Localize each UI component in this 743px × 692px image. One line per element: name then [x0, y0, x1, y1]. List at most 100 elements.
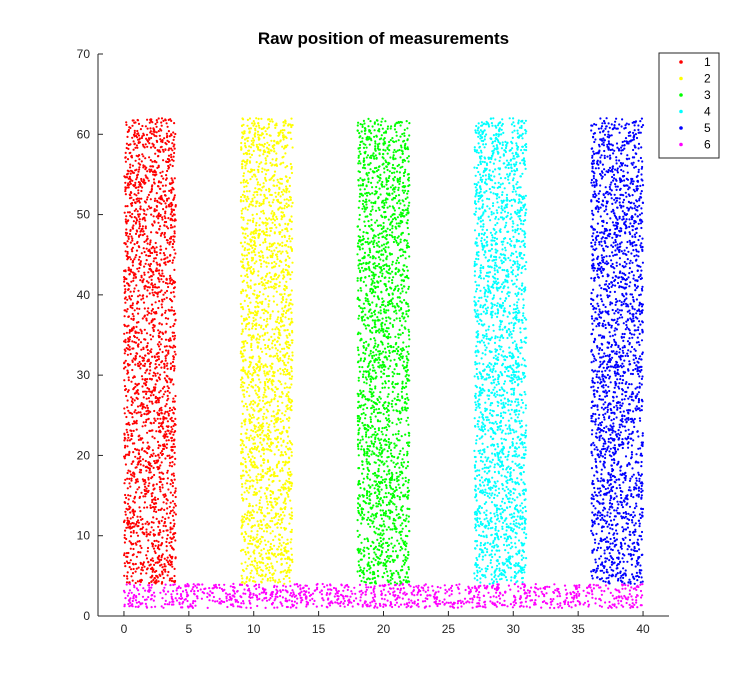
- point: [256, 130, 260, 133]
- point: [247, 205, 250, 208]
- point: [273, 219, 276, 222]
- point: [382, 361, 385, 364]
- point: [274, 394, 277, 397]
- point: [250, 530, 253, 533]
- point: [282, 354, 285, 357]
- point: [369, 418, 372, 421]
- point: [384, 246, 387, 249]
- point: [250, 139, 253, 142]
- point: [357, 349, 360, 352]
- point: [168, 554, 171, 557]
- point: [285, 550, 288, 553]
- point: [280, 451, 283, 454]
- point: [146, 196, 149, 199]
- point: [262, 212, 265, 215]
- point: [164, 565, 167, 568]
- point: [288, 580, 291, 583]
- point: [250, 560, 254, 563]
- point: [164, 390, 167, 393]
- point: [174, 312, 177, 315]
- point: [127, 364, 130, 367]
- point: [262, 338, 265, 341]
- point: [245, 200, 248, 203]
- point: [279, 325, 283, 328]
- point: [361, 182, 365, 186]
- point: [136, 197, 139, 200]
- point: [141, 356, 144, 359]
- point: [375, 454, 378, 457]
- point: [162, 493, 165, 496]
- point: [374, 415, 377, 418]
- point: [161, 581, 164, 584]
- point: [262, 547, 265, 551]
- point: [161, 140, 164, 144]
- point: [131, 329, 134, 332]
- point: [165, 225, 168, 228]
- point: [163, 366, 166, 369]
- point: [157, 358, 160, 361]
- point: [142, 421, 145, 424]
- point: [261, 573, 264, 576]
- point: [166, 197, 169, 201]
- point: [291, 375, 294, 378]
- point: [249, 233, 252, 236]
- point: [123, 562, 126, 565]
- point: [145, 528, 148, 531]
- point: [399, 135, 402, 138]
- point: [261, 558, 264, 561]
- point: [369, 426, 372, 430]
- point: [172, 506, 175, 509]
- point: [265, 408, 268, 411]
- point: [165, 289, 169, 293]
- point: [162, 119, 165, 122]
- point: [263, 168, 266, 171]
- point: [146, 348, 149, 352]
- point: [242, 360, 245, 363]
- point: [126, 211, 130, 214]
- point: [131, 201, 134, 205]
- point: [135, 217, 138, 220]
- point: [151, 557, 154, 560]
- point: [256, 133, 260, 136]
- point: [160, 278, 163, 281]
- point: [135, 520, 139, 524]
- point: [248, 436, 251, 439]
- point: [255, 491, 258, 494]
- point: [129, 541, 132, 544]
- point: [126, 431, 129, 434]
- point: [145, 332, 149, 335]
- point: [255, 363, 258, 366]
- point: [240, 315, 243, 318]
- point: [260, 540, 263, 543]
- point: [157, 286, 160, 289]
- point: [248, 316, 251, 319]
- point: [124, 296, 127, 299]
- point: [241, 353, 244, 356]
- point: [264, 240, 267, 244]
- point: [126, 130, 129, 133]
- point: [132, 529, 135, 533]
- point: [386, 465, 389, 468]
- point: [139, 572, 143, 575]
- series-2: [239, 117, 294, 585]
- point: [143, 483, 146, 486]
- point: [126, 172, 129, 175]
- point: [261, 230, 264, 233]
- point: [284, 575, 287, 578]
- point: [253, 237, 257, 240]
- point: [275, 226, 278, 229]
- point: [275, 262, 278, 265]
- point: [373, 321, 376, 324]
- point: [157, 291, 160, 294]
- point: [377, 528, 380, 531]
- point: [268, 401, 271, 404]
- point: [280, 563, 283, 566]
- point: [171, 500, 175, 503]
- point: [152, 328, 155, 331]
- point: [257, 124, 260, 127]
- point: [269, 355, 272, 358]
- point: [288, 417, 291, 420]
- point: [147, 311, 151, 315]
- point: [146, 310, 149, 313]
- point: [127, 337, 130, 340]
